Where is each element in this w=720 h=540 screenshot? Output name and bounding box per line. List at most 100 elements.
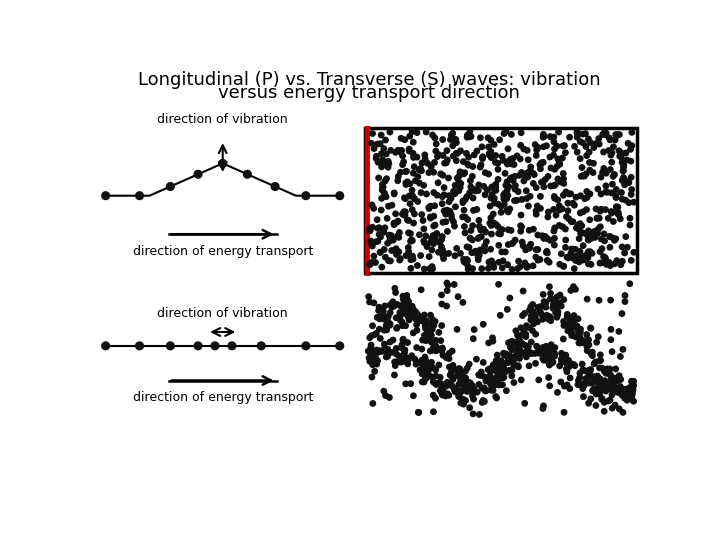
Circle shape <box>594 215 600 221</box>
Circle shape <box>588 326 593 331</box>
Circle shape <box>496 242 501 248</box>
Circle shape <box>546 314 552 319</box>
Circle shape <box>524 323 529 328</box>
Circle shape <box>392 190 397 195</box>
Circle shape <box>490 185 495 190</box>
Circle shape <box>366 348 371 354</box>
Circle shape <box>548 314 553 320</box>
Circle shape <box>486 259 492 265</box>
Circle shape <box>462 259 467 264</box>
Circle shape <box>416 360 422 366</box>
Circle shape <box>518 325 523 330</box>
Circle shape <box>449 195 454 201</box>
Circle shape <box>405 312 410 318</box>
Circle shape <box>431 323 436 328</box>
Circle shape <box>415 410 421 415</box>
Circle shape <box>381 316 387 322</box>
Circle shape <box>557 363 562 369</box>
Circle shape <box>613 386 619 391</box>
Circle shape <box>534 147 539 153</box>
Circle shape <box>619 159 625 165</box>
Circle shape <box>464 256 469 262</box>
Circle shape <box>398 312 403 318</box>
Circle shape <box>381 227 387 233</box>
Circle shape <box>527 307 532 313</box>
Circle shape <box>505 188 510 193</box>
Circle shape <box>516 348 521 354</box>
Circle shape <box>587 368 592 373</box>
Circle shape <box>400 357 405 363</box>
Circle shape <box>598 387 604 392</box>
Circle shape <box>443 393 449 399</box>
Circle shape <box>456 390 462 395</box>
Circle shape <box>369 374 374 380</box>
Circle shape <box>377 336 383 341</box>
Circle shape <box>611 386 617 391</box>
Circle shape <box>606 260 612 265</box>
Circle shape <box>531 315 536 321</box>
Circle shape <box>459 170 464 176</box>
Circle shape <box>464 134 469 140</box>
Circle shape <box>518 130 524 136</box>
Circle shape <box>596 382 602 388</box>
Circle shape <box>611 174 616 179</box>
Circle shape <box>403 180 409 186</box>
Circle shape <box>384 353 390 358</box>
Circle shape <box>496 382 502 388</box>
Circle shape <box>601 254 606 259</box>
Circle shape <box>525 174 531 180</box>
Circle shape <box>552 242 557 248</box>
Circle shape <box>584 207 589 212</box>
Circle shape <box>451 366 456 372</box>
Circle shape <box>530 328 535 333</box>
Circle shape <box>586 228 591 233</box>
Circle shape <box>518 212 523 218</box>
Circle shape <box>456 388 462 394</box>
Circle shape <box>538 166 543 172</box>
Circle shape <box>431 241 436 246</box>
Circle shape <box>384 325 390 330</box>
Circle shape <box>367 299 372 305</box>
Circle shape <box>510 178 516 184</box>
Circle shape <box>455 373 460 378</box>
Circle shape <box>518 223 523 228</box>
Circle shape <box>486 144 491 150</box>
Circle shape <box>407 305 412 310</box>
Circle shape <box>476 235 482 240</box>
Circle shape <box>631 379 636 384</box>
Circle shape <box>585 232 590 238</box>
Circle shape <box>587 369 592 374</box>
Circle shape <box>490 388 496 393</box>
Circle shape <box>452 183 458 188</box>
Circle shape <box>422 319 428 324</box>
Circle shape <box>484 388 489 393</box>
Circle shape <box>489 379 495 384</box>
Circle shape <box>407 146 412 152</box>
Circle shape <box>419 315 424 321</box>
Circle shape <box>528 317 534 322</box>
Circle shape <box>564 382 570 388</box>
Circle shape <box>423 326 428 331</box>
Circle shape <box>418 253 423 258</box>
Circle shape <box>377 249 383 255</box>
Circle shape <box>551 139 557 145</box>
Circle shape <box>608 327 613 332</box>
Circle shape <box>381 309 386 314</box>
Circle shape <box>462 171 467 177</box>
Circle shape <box>381 314 386 319</box>
Circle shape <box>590 374 595 380</box>
Circle shape <box>582 340 588 346</box>
Circle shape <box>450 376 456 382</box>
Circle shape <box>423 129 429 134</box>
Circle shape <box>367 335 372 340</box>
Circle shape <box>535 203 540 208</box>
Circle shape <box>502 202 507 207</box>
Circle shape <box>526 351 531 356</box>
Circle shape <box>498 363 503 368</box>
Circle shape <box>583 171 589 177</box>
Circle shape <box>462 383 467 388</box>
Circle shape <box>628 392 633 397</box>
Circle shape <box>461 256 467 262</box>
Circle shape <box>497 231 502 236</box>
Circle shape <box>619 393 625 398</box>
